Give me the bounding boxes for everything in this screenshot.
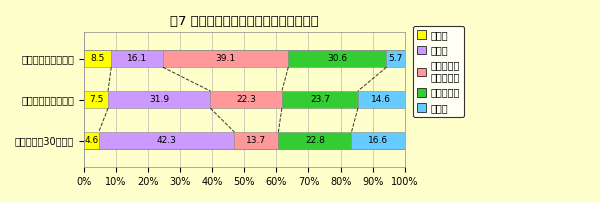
Bar xyxy=(108,91,211,108)
Text: 4.6: 4.6 xyxy=(84,136,98,145)
Text: 31.9: 31.9 xyxy=(149,95,169,104)
Bar xyxy=(84,50,111,67)
Title: 図7 事業所規模別労働者の産業別構成比: 図7 事業所規模別労働者の産業別構成比 xyxy=(170,15,319,28)
Text: 13.7: 13.7 xyxy=(247,136,266,145)
Text: 22.3: 22.3 xyxy=(236,95,256,104)
Text: 22.8: 22.8 xyxy=(305,136,325,145)
Text: 16.1: 16.1 xyxy=(127,54,147,63)
Bar xyxy=(235,132,278,149)
Text: 42.3: 42.3 xyxy=(157,136,176,145)
Bar xyxy=(163,50,288,67)
Text: 7.5: 7.5 xyxy=(89,95,103,104)
Text: 8.5: 8.5 xyxy=(91,54,105,63)
Bar xyxy=(352,132,405,149)
Bar xyxy=(99,132,235,149)
Bar xyxy=(84,132,99,149)
Bar xyxy=(358,91,405,108)
Bar xyxy=(282,91,358,108)
Text: 5.7: 5.7 xyxy=(388,54,403,63)
Text: 14.6: 14.6 xyxy=(371,95,391,104)
Text: 39.1: 39.1 xyxy=(215,54,236,63)
Bar xyxy=(84,91,108,108)
Legend: 建設業, 製造業, 卸売・小売
業、飲食店, サービス業, その他: 建設業, 製造業, 卸売・小売 業、飲食店, サービス業, その他 xyxy=(413,26,464,117)
Text: 23.7: 23.7 xyxy=(310,95,330,104)
Bar xyxy=(386,50,405,67)
Bar xyxy=(278,132,352,149)
Text: 30.6: 30.6 xyxy=(328,54,347,63)
Text: 16.6: 16.6 xyxy=(368,136,388,145)
Bar xyxy=(111,50,163,67)
Bar xyxy=(211,91,282,108)
Bar xyxy=(288,50,386,67)
